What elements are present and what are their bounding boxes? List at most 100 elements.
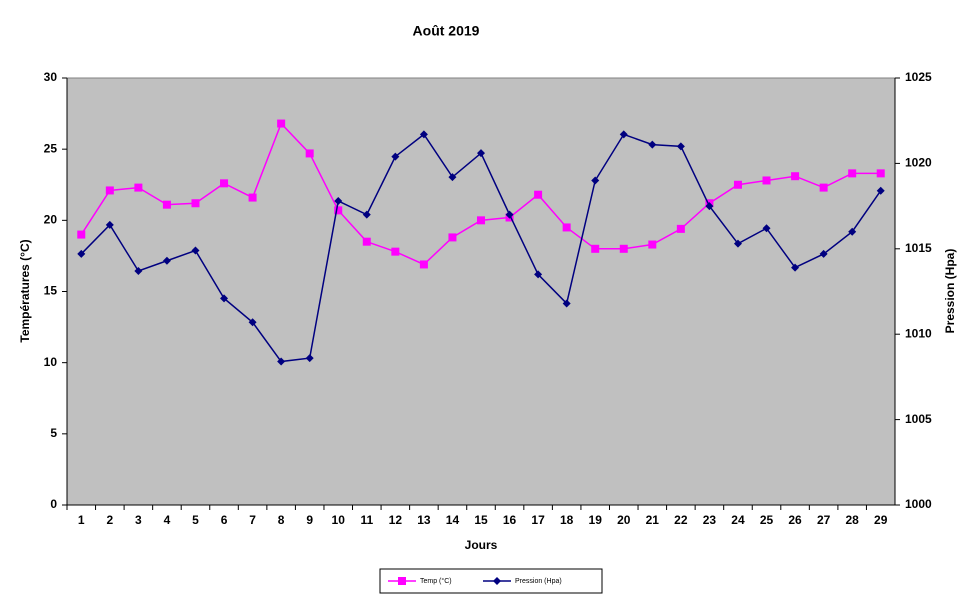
x-tick-label: 28 [845, 513, 859, 527]
marker [362, 210, 371, 219]
y-axis-label: Températures (°C) [18, 239, 32, 342]
y2-tick-label: 1025 [905, 70, 932, 84]
legend-label: Pression (Hpa) [515, 578, 562, 585]
marker [733, 180, 742, 189]
marker [220, 294, 229, 303]
x-tick-label: 1 [78, 513, 85, 527]
x-tick-label: 10 [332, 513, 346, 527]
marker [191, 246, 200, 255]
y2-axis-label: Pression (Hpa) [943, 249, 957, 334]
marker [619, 130, 628, 139]
marker [591, 244, 600, 253]
marker [534, 270, 543, 279]
marker [477, 149, 485, 158]
x-tick-label: 8 [278, 513, 285, 527]
marker [676, 142, 685, 151]
marker [398, 577, 406, 585]
marker [419, 260, 428, 269]
marker [562, 299, 571, 308]
y2-tick-label: 1005 [905, 412, 932, 426]
marker [762, 176, 771, 185]
x-tick-label: 19 [589, 513, 603, 527]
marker [876, 169, 885, 178]
y2-tick-label: 1020 [905, 156, 932, 170]
y-tick-label: 20 [44, 213, 58, 227]
marker [448, 233, 457, 242]
x-tick-label: 11 [360, 513, 373, 527]
marker [391, 247, 400, 256]
y-tick-label: 0 [50, 497, 57, 511]
marker [493, 577, 501, 585]
marker [277, 119, 286, 128]
x-tick-label: 9 [306, 513, 313, 527]
y-tick-label: 10 [44, 355, 58, 369]
marker [105, 186, 114, 195]
marker [591, 176, 600, 185]
marker [134, 267, 143, 276]
x-tick-label: 16 [503, 513, 517, 527]
marker [534, 190, 543, 199]
x-tick-label: 26 [788, 513, 802, 527]
x-tick-label: 15 [474, 513, 488, 527]
y2-tick-label: 1015 [905, 241, 932, 255]
x-tick-label: 2 [106, 513, 113, 527]
marker [705, 202, 714, 211]
x-tick-label: 24 [731, 513, 745, 527]
y-tick-label: 25 [44, 141, 58, 155]
marker [334, 206, 343, 215]
marker [819, 183, 828, 192]
marker [220, 179, 229, 188]
y2-tick-label: 1000 [905, 497, 932, 511]
marker [791, 263, 800, 272]
x-tick-label: 20 [617, 513, 631, 527]
x-tick-label: 6 [221, 513, 228, 527]
x-tick-label: 14 [446, 513, 460, 527]
chart-title: Août 2019 [413, 23, 480, 39]
legend-label: Temp (°C) [420, 577, 452, 585]
marker [562, 223, 571, 232]
marker [248, 318, 257, 327]
marker [419, 130, 428, 139]
marker [334, 196, 343, 205]
x-tick-label: 5 [192, 513, 199, 527]
y-tick-label: 30 [44, 70, 58, 84]
marker [762, 224, 771, 233]
marker [733, 239, 742, 248]
marker [791, 172, 800, 181]
x-tick-label: 7 [249, 513, 256, 527]
marker [505, 210, 514, 219]
x-tick-label: 13 [417, 513, 431, 527]
marker [105, 220, 114, 229]
marker [648, 140, 657, 149]
y-tick-label: 15 [44, 284, 58, 298]
marker [362, 237, 371, 246]
x-tick-label: 12 [389, 513, 403, 527]
x-axis-label: Jours [465, 538, 498, 552]
y-tick-label: 5 [50, 426, 57, 440]
marker [391, 152, 400, 161]
x-tick-label: 3 [135, 513, 142, 527]
marker [191, 199, 200, 208]
marker [876, 186, 885, 195]
marker [248, 193, 257, 202]
marker [277, 357, 286, 366]
x-tick-label: 17 [531, 513, 545, 527]
x-tick-label: 18 [560, 513, 574, 527]
marker [305, 354, 314, 363]
marker [162, 256, 171, 265]
y2-tick-label: 1010 [905, 326, 932, 340]
marker [77, 249, 86, 258]
marker [848, 169, 857, 178]
x-tick-label: 21 [646, 513, 660, 527]
marker [619, 244, 628, 253]
marker [477, 216, 485, 225]
marker [848, 227, 857, 236]
x-tick-label: 29 [874, 513, 888, 527]
marker [676, 224, 685, 233]
marker [77, 230, 86, 239]
x-tick-label: 25 [760, 513, 774, 527]
marker [162, 200, 171, 209]
marker [819, 249, 828, 258]
x-tick-label: 27 [817, 513, 831, 527]
